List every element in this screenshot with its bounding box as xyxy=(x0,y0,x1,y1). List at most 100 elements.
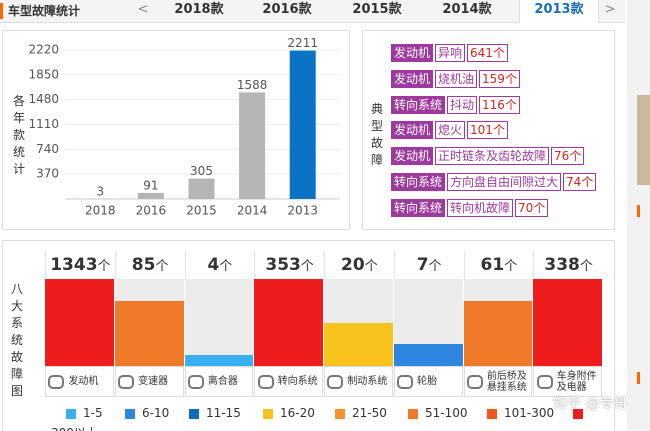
value-label: 91 xyxy=(143,178,158,192)
system-label-cell[interactable]: 前后桥及悬挂系统 xyxy=(463,366,533,397)
system-icon xyxy=(48,374,65,389)
y-tick-label: 370 xyxy=(36,167,59,181)
legend-swatch xyxy=(335,409,345,419)
system-count: 338个 xyxy=(533,251,603,279)
system-label-cell[interactable]: 变速器 xyxy=(114,366,184,397)
system-label-cell[interactable]: 转向系统 xyxy=(254,366,323,397)
fault-count-unit: 个 xyxy=(569,149,582,164)
fault-count-value: 101 xyxy=(470,123,493,138)
system-icon xyxy=(327,374,344,389)
system-count-unit: 个 xyxy=(504,259,518,274)
system-name: 变速器 xyxy=(138,376,169,387)
x-tick-label: 2013 xyxy=(287,204,318,218)
fault-row: 转向系统 转向机故障 70个 xyxy=(391,198,549,217)
system-count: 7个 xyxy=(393,251,464,279)
fault-system[interactable]: 发动机 xyxy=(391,69,434,88)
bar xyxy=(239,92,266,199)
legend-swatch xyxy=(487,409,497,419)
system-name: 转向系统 xyxy=(277,376,318,387)
system-count: 4个 xyxy=(184,251,255,279)
system-bar-area xyxy=(324,279,393,366)
tab[interactable]: 2013款 xyxy=(519,0,599,23)
system-label-cell[interactable]: 制动系统 xyxy=(324,366,393,397)
value-label: 1588 xyxy=(237,78,268,92)
system-bar xyxy=(184,355,254,366)
legend-label: 1-5 xyxy=(83,406,103,420)
header-bar xyxy=(0,0,625,23)
fault-count: 159个 xyxy=(479,69,520,88)
fault-row: 发动机 烧机油 159个 xyxy=(391,69,520,88)
fault-row: 发动机 异响 641个 xyxy=(391,44,508,62)
system-bar-area xyxy=(184,279,254,366)
fault-system[interactable]: 发动机 xyxy=(391,44,434,62)
system-name: 前后桥及悬挂系统 xyxy=(486,370,527,393)
fault-name[interactable]: 转向机故障 xyxy=(447,198,514,217)
legend-label: 51-100 xyxy=(425,406,468,420)
fault-count-value: 116 xyxy=(482,97,505,112)
y-tick-label: 1480 xyxy=(28,92,59,106)
system-label-cell[interactable]: 车身附件及电器 xyxy=(533,366,602,397)
legend-label: 300以上 xyxy=(51,424,98,431)
fault-system[interactable]: 转向系统 xyxy=(391,95,446,114)
next-arrow[interactable]: > xyxy=(604,2,616,17)
bar xyxy=(137,192,164,199)
fault-system[interactable]: 转向系统 xyxy=(391,173,446,191)
y-tick-label: 1850 xyxy=(28,67,59,81)
fault-count-unit: 个 xyxy=(492,46,505,60)
system-bar-area xyxy=(114,279,184,366)
fault-name[interactable]: 熄火 xyxy=(435,121,466,140)
year-chart-panel: 各年款统计 370 740 1110 1480 1850 2220 2018 3 2016 91 2… xyxy=(2,30,350,230)
fault-system[interactable]: 发动机 xyxy=(391,147,434,166)
fault-name[interactable]: 正时链条及齿轮故障 xyxy=(435,147,550,166)
fault-name[interactable]: 抖动 xyxy=(447,95,478,114)
system-count: 20个 xyxy=(324,251,394,279)
legend-swatch xyxy=(66,409,76,419)
system-count-unit: 个 xyxy=(579,259,593,274)
fault-count: 101个 xyxy=(467,121,508,140)
system-bar xyxy=(114,300,184,366)
fault-count-unit: 个 xyxy=(504,71,517,86)
fault-name[interactable]: 烧机油 xyxy=(435,69,478,88)
watermark: 知乎 @专哥 xyxy=(553,396,628,412)
system-bar xyxy=(324,322,393,366)
system-icon xyxy=(397,374,414,389)
fault-name[interactable]: 异响 xyxy=(435,44,466,62)
fault-name[interactable]: 方向盘自由间隙过大 xyxy=(447,173,562,191)
system-count: 353个 xyxy=(254,251,324,279)
y-axis-label: 各年款统计 xyxy=(13,94,26,176)
x-tick-label: 2016 xyxy=(136,204,167,218)
legend-swatch xyxy=(125,409,135,419)
faults-label: 典型故障 xyxy=(371,102,384,167)
system-count-unit: 个 xyxy=(428,259,442,274)
tab[interactable]: 2018款 xyxy=(174,2,224,17)
fault-count: 76个 xyxy=(551,147,585,166)
system-icon xyxy=(187,374,204,389)
prev-arrow[interactable]: < xyxy=(137,2,149,17)
system-name: 制动系统 xyxy=(347,376,388,387)
y-tick-label: 1110 xyxy=(28,117,59,131)
fault-count-value: 70 xyxy=(518,200,534,215)
fault-row: 转向系统 抖动 116个 xyxy=(391,95,520,114)
system-bar xyxy=(533,279,602,366)
chart: 370 740 1110 1480 1850 2220 2018 3 2016 91 2015 305… xyxy=(28,36,340,218)
system-label-cell[interactable]: 轮胎 xyxy=(393,366,463,397)
system-bar-area xyxy=(463,279,533,366)
system-count-value: 353 xyxy=(265,255,301,275)
value-label: 3 xyxy=(96,184,104,198)
system-icon xyxy=(466,374,483,389)
legend-label: 16-20 xyxy=(280,406,315,420)
system-label-cell[interactable]: 发动机 xyxy=(45,366,114,397)
tab[interactable]: 2016款 xyxy=(262,2,312,17)
fault-system[interactable]: 发动机 xyxy=(391,121,434,140)
fault-count-value: 74 xyxy=(566,175,582,189)
tab[interactable]: 2014款 xyxy=(442,2,492,17)
system-label-cell[interactable]: 离合器 xyxy=(184,366,254,397)
tab[interactable]: 2015款 xyxy=(352,2,402,17)
fault-system[interactable]: 转向系统 xyxy=(391,198,446,217)
x-tick-label: 2014 xyxy=(237,204,268,218)
legend-label: 21-50 xyxy=(352,406,387,420)
value-label: 305 xyxy=(190,164,213,178)
system-name: 发动机 xyxy=(68,376,99,387)
system-name: 车身附件及电器 xyxy=(556,370,597,393)
